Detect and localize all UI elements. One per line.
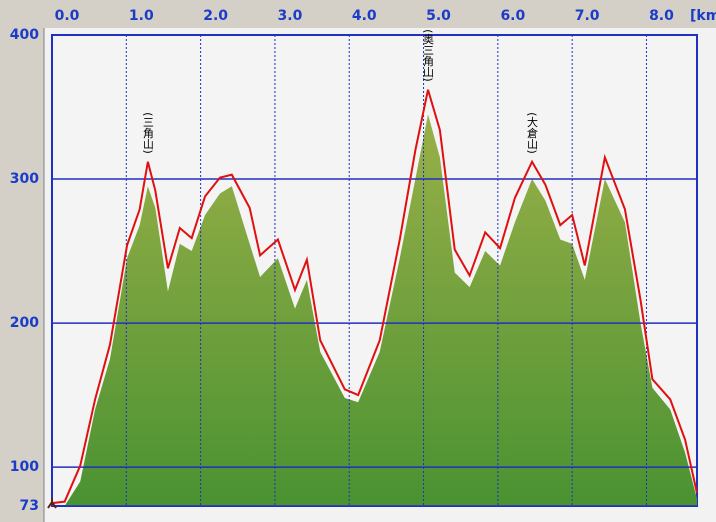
y-tick-label: 300 (10, 171, 39, 187)
x-tick-label: 6.0 (500, 8, 525, 24)
y-tick-label: 73 (20, 498, 39, 514)
peak-label: (三角山) (141, 112, 154, 154)
peak-label: (大倉山) (526, 112, 539, 154)
x-tick-label: 7.0 (575, 8, 600, 24)
route-line (51, 89, 698, 505)
hiker-icon (47, 498, 57, 509)
x-tick-label: 1.0 (129, 8, 154, 24)
y-tick-label: 100 (10, 459, 39, 475)
x-tick-label: 8.0 (649, 8, 674, 24)
x-tick-label: 0.0 (55, 8, 80, 24)
terrain-area (52, 114, 697, 506)
x-axis-label: [km (690, 8, 716, 24)
peak-label: (奥三角山) (422, 29, 435, 82)
x-tick-label: 2.0 (203, 8, 228, 24)
x-tick-label: 4.0 (352, 8, 377, 24)
x-tick-label: 5.0 (426, 8, 451, 24)
y-tick-label: 200 (10, 315, 39, 331)
x-tick-label: 3.0 (278, 8, 303, 24)
y-tick-label: 400 (10, 27, 39, 43)
